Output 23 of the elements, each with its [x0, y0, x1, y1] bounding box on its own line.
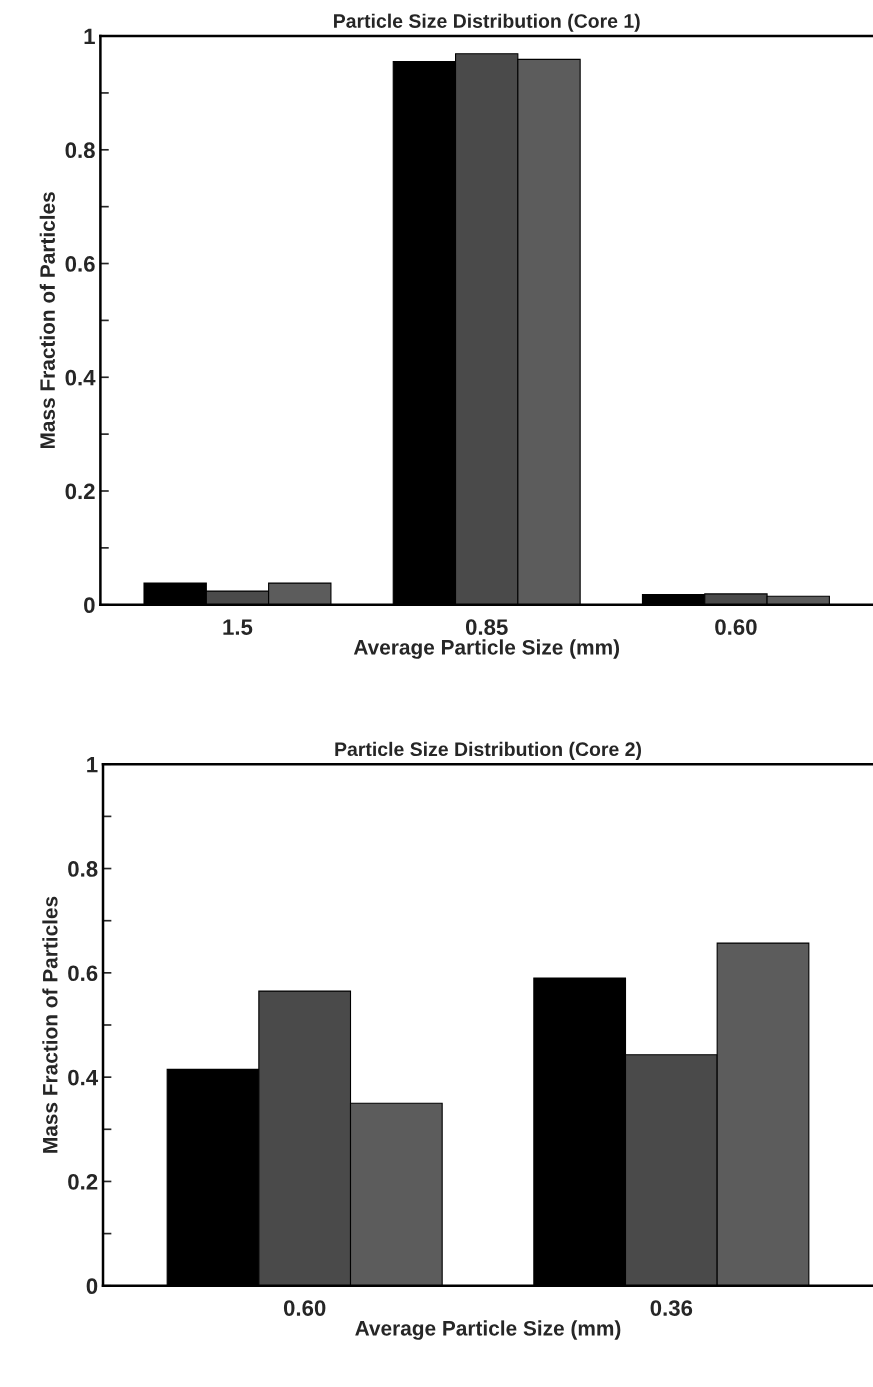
y-axis-title: Mass Fraction of Particles: [39, 192, 55, 449]
y-tick-label: 0.8: [68, 861, 98, 877]
y-tick-label: 0.6: [68, 965, 98, 982]
y-tick-label: 0: [86, 1278, 98, 1295]
y-tick-label: 0.4: [68, 1069, 99, 1086]
y-tick-label: 0: [84, 597, 95, 613]
x-axis-title: Average Particle Size (mm): [353, 639, 620, 659]
y-tick-label: 1: [87, 757, 98, 773]
y-axis-title: Mass Fraction of Particles: [42, 896, 58, 1153]
x-tick-label: 0.60: [283, 1300, 326, 1316]
y-tick-label: 0.4: [65, 369, 96, 386]
y-tick-label: 0.6: [65, 256, 95, 272]
x-tick-label: 0.60: [715, 619, 757, 635]
y-tick-label: 0.8: [65, 142, 95, 159]
x-tick-label: 0.36: [650, 1300, 693, 1316]
chart-title: Particle Size Distribution (Core 2): [335, 741, 642, 760]
x-tick-label: 0.85: [465, 619, 508, 635]
x-axis-title: Average Particle Size (mm): [355, 1320, 621, 1340]
chart-title: Particle Size Distribution (Core 1): [334, 13, 640, 32]
y-tick-label: 0.2: [65, 483, 95, 500]
y-tick-label: 1: [84, 28, 95, 45]
x-tick-label: 1.5: [223, 619, 253, 635]
y-tick-label: 0.2: [68, 1173, 98, 1190]
